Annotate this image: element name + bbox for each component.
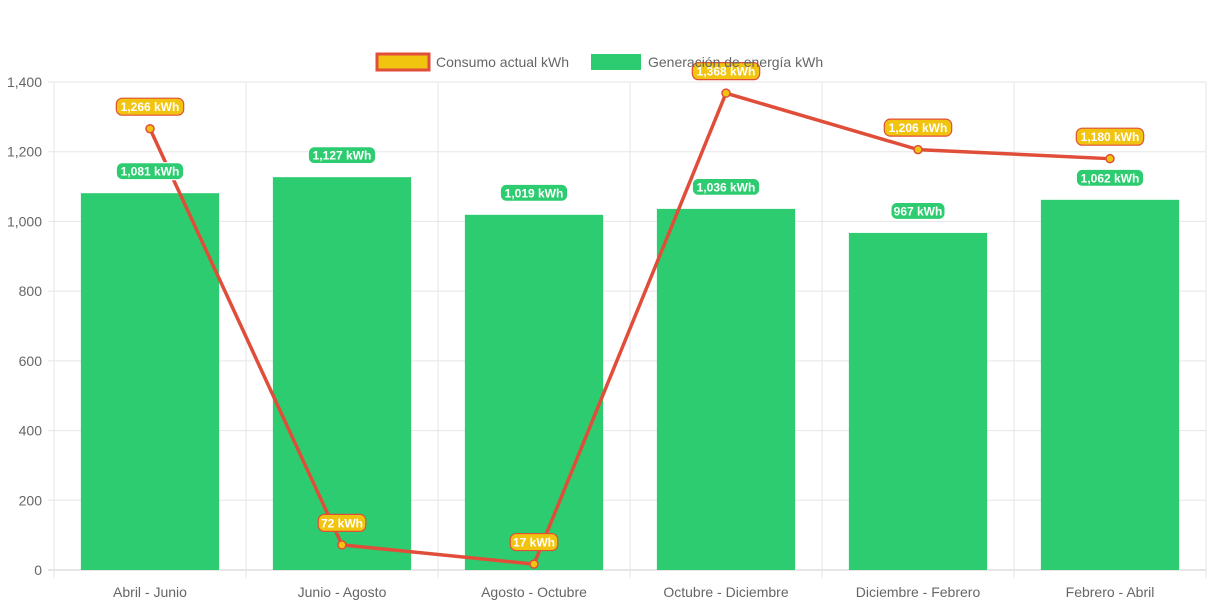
data-label: 1,081 kWh xyxy=(121,165,180,179)
data-label-bg xyxy=(691,177,761,196)
y-tick-label: 1,200 xyxy=(7,144,42,160)
legend-swatch-generacion[interactable] xyxy=(591,54,641,70)
line-point xyxy=(145,123,155,134)
legend-label-generacion[interactable]: Generación de energía kWh xyxy=(648,54,823,70)
grid xyxy=(48,81,1207,578)
line-point xyxy=(913,144,923,155)
line-series xyxy=(148,91,1111,566)
consumption-line xyxy=(148,91,1111,566)
data-label-bg xyxy=(1075,168,1145,187)
line-point xyxy=(529,559,539,569)
legend[interactable]: Consumo actual kWh Generación de energía … xyxy=(375,52,823,72)
y-tick-label: 1,400 xyxy=(7,74,42,90)
data-label-bg xyxy=(499,183,569,202)
data-label: 1,062 kWh xyxy=(1081,171,1140,185)
data-label-bg xyxy=(691,62,761,81)
line-point xyxy=(1105,153,1115,164)
y-tick-label: 600 xyxy=(19,353,43,369)
data-label: 1,206 kWh xyxy=(889,121,948,135)
bar xyxy=(656,208,796,570)
y-tick-label: 0 xyxy=(34,562,42,578)
x-tick-label: Junio - Agosto xyxy=(298,584,387,600)
data-label: 1,266 kWh xyxy=(121,100,180,114)
data-label: 1,180 kWh xyxy=(1081,130,1140,144)
data-label: 967 kWh xyxy=(894,204,943,218)
data-label: 1,127 kWh xyxy=(313,149,372,163)
data-label-bg xyxy=(115,97,185,116)
data-labels: 1,081 kWh 1,127 kWh 1,019 kWh 1,036 kWh 967 … xyxy=(115,62,1145,552)
line-point xyxy=(721,88,731,98)
x-tick-label: Diciembre - Febrero xyxy=(856,584,981,600)
bar xyxy=(464,214,604,570)
bar xyxy=(1040,199,1180,570)
data-label-bg xyxy=(890,201,946,221)
y-tick-label: 200 xyxy=(19,492,43,508)
x-tick-label: Febrero - Abril xyxy=(1066,584,1155,600)
data-label: 17 kWh xyxy=(513,536,555,550)
y-tick-label: 400 xyxy=(19,423,43,439)
bar xyxy=(848,232,988,570)
data-label-bg xyxy=(509,532,559,552)
y-tick-label: 800 xyxy=(19,283,43,299)
bars xyxy=(80,177,1180,571)
data-label-bg xyxy=(307,146,377,165)
data-label-bg xyxy=(883,118,953,137)
legend-label-consumo[interactable]: Consumo actual kWh xyxy=(436,54,569,70)
y-tick-label: 1,000 xyxy=(7,213,42,229)
x-tick-label: Abril - Junio xyxy=(113,584,187,600)
data-label-bg xyxy=(317,513,367,533)
line-points xyxy=(145,88,1115,569)
x-tick-label: Agosto - Octubre xyxy=(481,584,587,600)
legend-swatch-consumo[interactable] xyxy=(375,52,431,72)
bar xyxy=(80,193,220,571)
line-point xyxy=(337,540,347,550)
data-label-bg xyxy=(1075,127,1145,146)
x-tick-label: Octubre - Diciembre xyxy=(663,584,788,600)
data-label-bg xyxy=(115,162,185,181)
data-label: 1,368 kWh xyxy=(697,65,756,79)
data-label: 1,019 kWh xyxy=(505,186,564,200)
bar xyxy=(272,177,412,570)
axes: 0 200 400 600 800 1,000 1,200 1,400 Abril - Juni… xyxy=(7,74,1154,600)
data-label: 1,036 kWh xyxy=(697,180,756,194)
data-label: 72 kWh xyxy=(321,516,363,530)
